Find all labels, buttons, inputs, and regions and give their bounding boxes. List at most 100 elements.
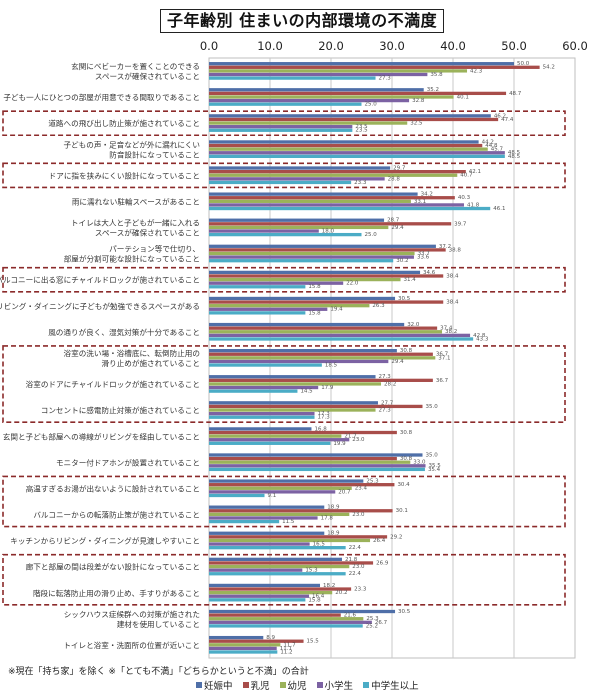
- data-label: 33.0: [413, 460, 426, 466]
- bar: [209, 270, 421, 275]
- legend-swatch: [279, 682, 286, 688]
- data-label: 23.0: [352, 564, 365, 570]
- bar: [209, 650, 278, 654]
- data-label: 16.4: [312, 594, 325, 600]
- bar: [209, 322, 405, 327]
- bar: [209, 311, 306, 315]
- bar: [209, 460, 411, 464]
- data-label: 37.2: [439, 244, 451, 250]
- bar: [209, 535, 388, 539]
- bar: [209, 225, 389, 230]
- data-label: 46.1: [493, 206, 505, 212]
- bar: [209, 203, 464, 207]
- category-label: コンセントに感電防止対策が施されていること: [41, 405, 200, 415]
- data-label: 30.2: [396, 258, 408, 264]
- bar: [209, 568, 303, 572]
- bar: [209, 296, 396, 301]
- category-label: 浴室の洗い場・浴槽底に、転倒防止用の: [64, 348, 200, 358]
- bar: [209, 102, 362, 106]
- x-tick-label: 40.0: [440, 39, 466, 53]
- data-label: 37.4: [440, 326, 453, 332]
- bar: [209, 505, 325, 509]
- data-label: 46.2: [494, 113, 506, 119]
- data-label: 33.7: [418, 251, 431, 257]
- bar: [209, 356, 436, 360]
- bar: [209, 229, 319, 233]
- category-label: 浴室のドアにチャイルドロックが施されていること: [26, 379, 200, 389]
- bar: [209, 531, 325, 535]
- x-tick-label: 0.0: [200, 39, 218, 53]
- legend-swatch: [316, 682, 323, 688]
- data-label: 20.7: [338, 489, 351, 495]
- bar: [209, 147, 488, 151]
- data-label: 33.6: [417, 255, 430, 261]
- bar: [209, 486, 352, 490]
- x-tick-label: 60.0: [562, 39, 588, 53]
- bar: [209, 430, 397, 435]
- legend-label: 妊娠中: [204, 681, 233, 692]
- data-label: 22.4: [349, 545, 362, 551]
- data-label: 32.0: [407, 322, 420, 328]
- bar: [209, 121, 408, 125]
- data-label: 19.9: [333, 441, 346, 447]
- data-label: 35.5: [429, 463, 442, 469]
- bar: [209, 333, 471, 338]
- data-label: 34.6: [423, 270, 436, 276]
- bar: [209, 114, 491, 118]
- bar: [209, 169, 466, 174]
- data-label: 37.1: [438, 355, 450, 361]
- category-label: スペースが確保されていること: [95, 228, 200, 238]
- bar: [209, 196, 455, 200]
- data-label: 28.7: [387, 218, 400, 224]
- data-label: 34.2: [421, 192, 433, 198]
- data-label: 27.3: [379, 407, 392, 413]
- data-label: 22.0: [346, 281, 359, 287]
- data-label: 17.8: [321, 515, 334, 521]
- bar: [209, 512, 350, 517]
- bar: [209, 359, 389, 364]
- bar: [209, 509, 393, 513]
- bar: [209, 154, 505, 159]
- bar: [209, 199, 411, 203]
- bar: [209, 192, 418, 196]
- category-label: シックハウス症候群への対策が施された: [64, 609, 200, 619]
- category-label: 部屋が分割可能な設計になっていること: [64, 254, 200, 264]
- bar: [209, 349, 397, 353]
- data-label: 40.3: [458, 195, 471, 201]
- bar: [209, 232, 362, 237]
- data-label: 44.8: [485, 143, 498, 149]
- category-label: トイレは大人と子どもが一緒に入れる: [71, 218, 200, 228]
- data-label: 27.3: [379, 76, 392, 82]
- bar: [209, 91, 507, 96]
- bar: [209, 557, 342, 561]
- data-label: 18.0: [322, 228, 335, 234]
- bar: [209, 352, 433, 356]
- data-label: 30.8: [400, 348, 413, 354]
- bar: [209, 244, 436, 248]
- legend-item: 幼児: [279, 678, 307, 692]
- data-label: 23.5: [355, 124, 368, 130]
- category-label: バルコニーに出る窓にチャイルドロックが施されていること: [0, 275, 200, 285]
- data-label: 19.4: [330, 307, 343, 313]
- bar: [209, 613, 341, 617]
- data-label: 11.7: [283, 642, 296, 648]
- legend-item: 中学生以上: [363, 678, 419, 692]
- data-label: 18.9: [327, 505, 340, 511]
- category-label: 高温すぎるお湯が出ないように設計されていること: [26, 483, 200, 493]
- bar: [209, 143, 483, 148]
- category-label: 防音設計になっていること: [109, 149, 200, 159]
- category-label: 建材を使用していること: [117, 619, 200, 629]
- data-label: 29.7: [393, 165, 406, 171]
- data-label: 40.7: [460, 173, 473, 179]
- bar: [209, 259, 394, 263]
- legend-item: 妊娠中: [196, 678, 233, 692]
- data-label: 45.7: [491, 147, 504, 153]
- bar: [209, 128, 353, 132]
- category-label: 道路への飛び出し防止策が施されていること: [48, 118, 200, 128]
- highlight-box: [2, 475, 566, 528]
- bar: [209, 401, 378, 405]
- data-label: 30.1: [396, 508, 408, 514]
- data-label: 23.0: [352, 512, 365, 518]
- data-label: 25.0: [365, 232, 378, 238]
- bar: [209, 453, 423, 457]
